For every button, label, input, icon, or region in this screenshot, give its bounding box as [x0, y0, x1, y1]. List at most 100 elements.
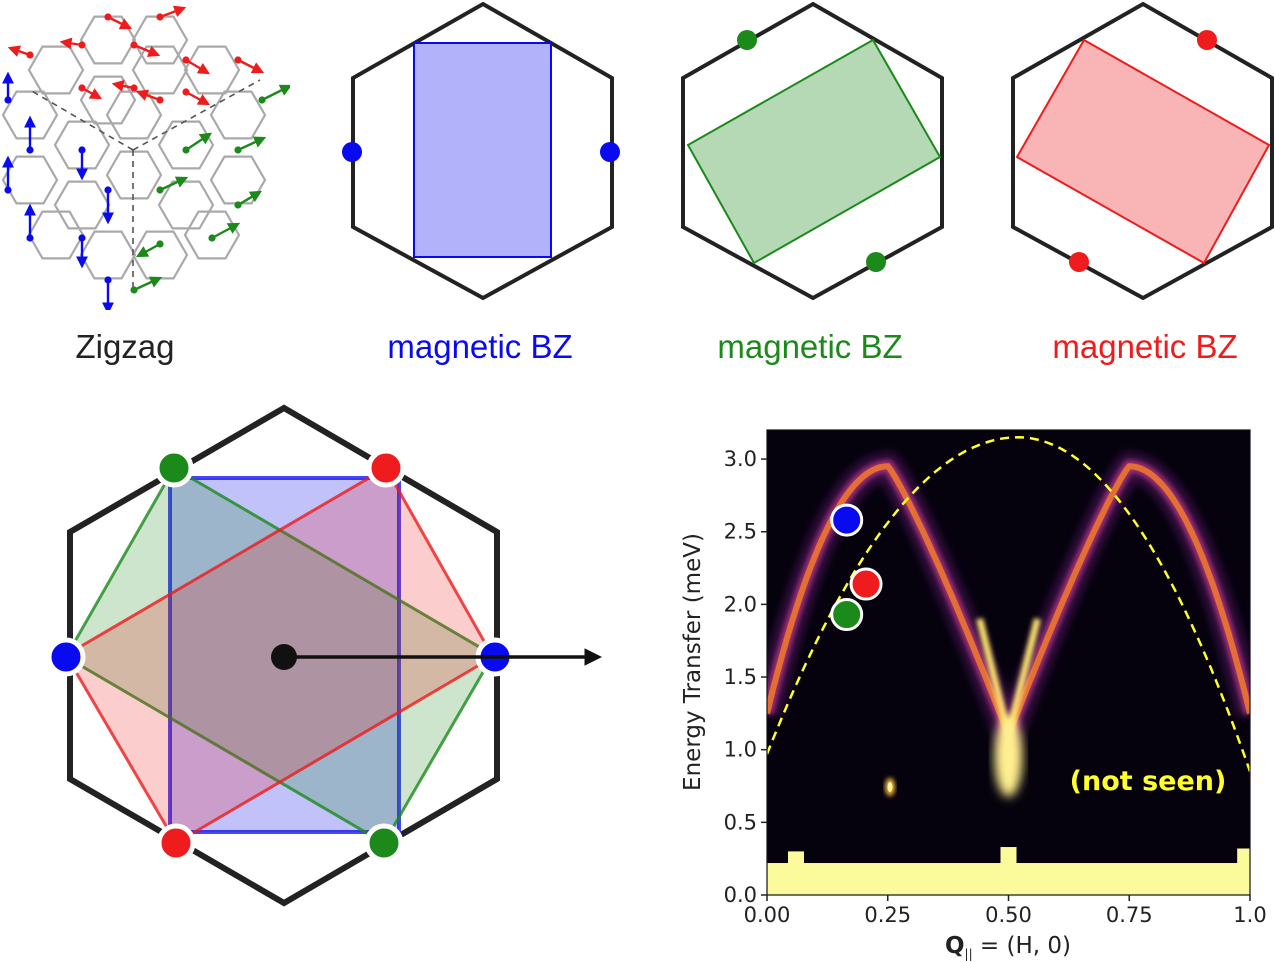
spin-arrow: [261, 84, 290, 102]
y-tick-label: 1.0: [724, 738, 757, 762]
structural-bz-hexagon: [67, 404, 500, 907]
structural-bz-hexagon: [681, 1, 944, 301]
spin-site: [182, 56, 190, 64]
spin-site: [104, 13, 112, 21]
spin-arrow: [133, 43, 161, 57]
chart-marker-blue: [830, 503, 864, 537]
spurious-spot: [887, 782, 893, 792]
spin-arrow: [107, 15, 133, 30]
x-tick-label: 0.25: [864, 903, 911, 927]
spin-arrow: [159, 176, 189, 192]
hexagon-cell: [157, 120, 215, 170]
spin-site: [104, 186, 112, 194]
zigzag-lattice-diagram: [1, 5, 290, 310]
y-tick-label: 2.5: [724, 520, 757, 544]
spin-site: [234, 201, 242, 209]
m-point-dot: [154, 448, 194, 488]
hexagon-cell: [79, 230, 137, 280]
magnetic-bz-rectangle: [1015, 38, 1271, 265]
structural-bz-hexagon: [1011, 1, 1274, 301]
x-axis-label: Q|| = (H, 0): [945, 933, 1071, 961]
x-axis-ticks: 0.00 0.25 0.50 0.75 1.0: [744, 895, 1267, 927]
y-tick-label: 1.5: [724, 665, 757, 689]
annotation-not-seen: (not seen): [1070, 766, 1227, 797]
structural-bz-hexagon: [351, 1, 614, 301]
m-point-dot: [366, 448, 406, 488]
hexagon-cell: [131, 45, 189, 95]
spin-site: [26, 234, 34, 242]
m-point-dots: [46, 448, 515, 863]
spin-site: [104, 276, 112, 284]
hexagon-cell: [27, 45, 85, 95]
spin-site: [130, 41, 138, 49]
m-point-dot: [364, 823, 404, 863]
y-tick-label: 2.0: [724, 592, 757, 616]
magnetic-bz-red-diagram: [1011, 1, 1274, 301]
spin-site: [182, 146, 190, 154]
caption-magnetic-bz-blue: magnetic BZ: [387, 328, 573, 365]
x-tick-label: 0.00: [744, 903, 791, 927]
x-tick-label: 1.0: [1233, 903, 1266, 927]
hexagon-cell: [79, 75, 137, 125]
sublattice-divider-lines: [29, 79, 261, 292]
spin-site: [78, 146, 86, 154]
magnetic-bz-rectangle: [413, 42, 552, 258]
x-tick-label: 0.75: [1106, 903, 1153, 927]
dashed-parabola: [767, 436, 1250, 772]
y-axis-ticks: 0.0 0.5 1.0 1.5 2.0 2.5 3.0: [724, 447, 767, 907]
m-point-dot: [1069, 252, 1089, 272]
caption-zigzag: Zigzag: [75, 328, 175, 365]
spin-arrow: [211, 222, 241, 240]
y-tick-label: 0.0: [724, 883, 757, 907]
chart-marker-red: [849, 567, 883, 601]
m-point-dot: [866, 252, 886, 272]
spin-site: [156, 186, 164, 194]
inelastic-neutron-spectrum-chart: (not seen) 0.00 0.25 0.50 0.75 1.0 0.0 0.5 1.0…: [680, 429, 1267, 961]
spin-site: [156, 96, 164, 104]
chart-marker-green: [830, 598, 864, 632]
y-tick-label: 0.5: [724, 810, 757, 834]
hexagon-cell: [1, 155, 59, 205]
m-point-dot: [737, 30, 757, 50]
spin-site: [156, 13, 164, 21]
m-point-dot: [342, 142, 362, 162]
spin-site: [258, 96, 266, 104]
hexagon-cell: [1, 90, 59, 140]
spin-arrow: [135, 89, 161, 102]
chart-markers: [830, 503, 883, 632]
spin-arrow: [237, 58, 265, 74]
m-point-dot: [1197, 30, 1217, 50]
m-point-dot: [46, 637, 86, 677]
honeycomb-lattice: [1, 15, 267, 280]
caption-magnetic-bz-red: magnetic BZ: [1052, 328, 1238, 365]
spin-arrow: [237, 190, 263, 207]
hexagon-cell: [53, 120, 111, 170]
spin-arrow: [135, 242, 161, 258]
spin-site: [26, 51, 34, 59]
spin-arrow: [185, 58, 211, 75]
spin-arrow: [159, 5, 187, 19]
elastic-line: [767, 847, 1250, 895]
spin-site: [78, 41, 86, 49]
spin-site: [208, 234, 216, 242]
y-axis-label: Energy Transfer (meV): [680, 533, 706, 791]
m-point-dot: [156, 823, 196, 863]
magnetic-bz-rectangle: [686, 38, 942, 265]
dispersion-core: [767, 463, 1250, 797]
spin-site: [4, 96, 12, 104]
spin-site: [4, 186, 12, 194]
overlaid-magnetic-bz-diagram: [46, 404, 602, 907]
spin-arrow: [133, 276, 163, 292]
hexagon-cell: [27, 210, 85, 260]
spin-site: [130, 286, 138, 294]
x-tick-label: 0.50: [985, 903, 1032, 927]
spin-site: [156, 240, 164, 248]
hexagon-cell: [105, 150, 163, 200]
hexagon-cell: [209, 90, 267, 140]
magnetic-bz-blue-diagram: [342, 1, 620, 301]
hexagon-cell: [183, 210, 241, 260]
spin-site: [130, 84, 138, 92]
m-point-dot: [600, 142, 620, 162]
hexagon-cell: [53, 180, 111, 230]
spin-site: [234, 146, 242, 154]
